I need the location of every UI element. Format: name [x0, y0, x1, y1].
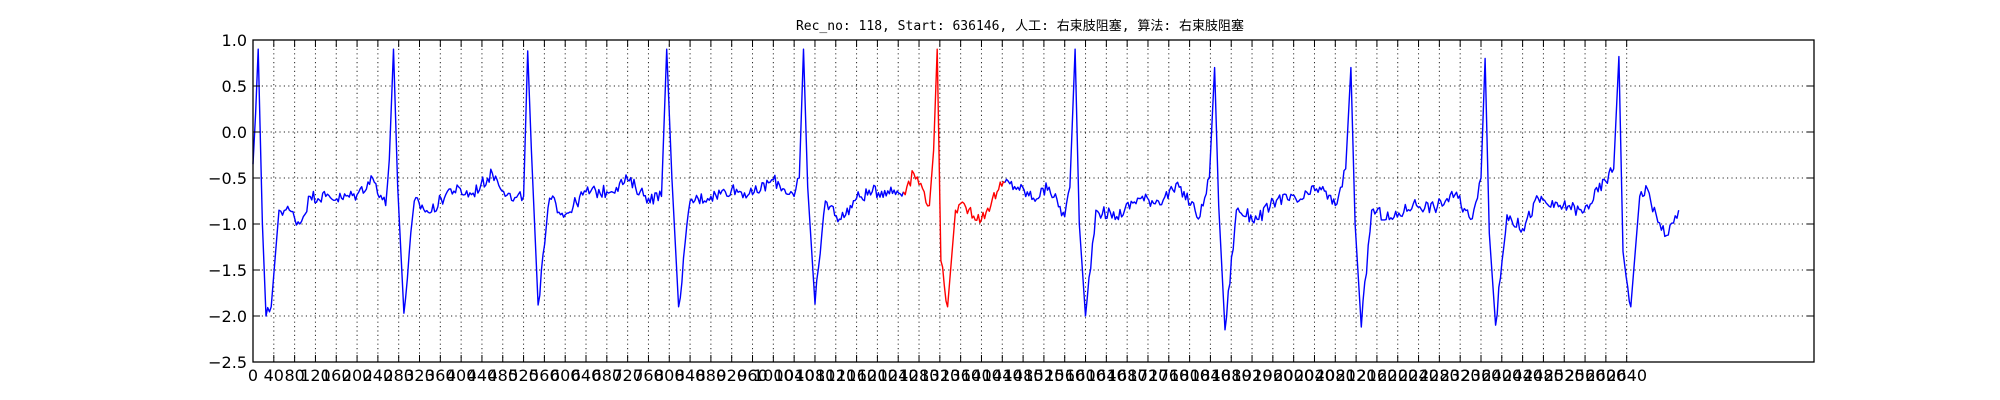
x-tick-label: 1760	[1148, 366, 1189, 385]
x-tick-label: 360	[425, 366, 456, 385]
chart-title: Rec_no: 118, Start: 636146, 人工: 右束肢阻塞, 算…	[796, 18, 1244, 34]
x-tick-label: 640	[571, 366, 602, 385]
y-tick-label: 1.0	[222, 31, 247, 50]
y-axis: 1.0 0.5 0.0 −0.5 −1.0 −1.5 −2.0 −2.5	[208, 31, 1814, 372]
x-tick-label: 2080	[1315, 366, 1356, 385]
x-tick-label: 1600	[1065, 366, 1106, 385]
y-tick-label: −2.5	[208, 353, 247, 372]
x-tick-label: 920	[716, 366, 747, 385]
series-line-0	[252, 48, 905, 317]
x-tick-label: 40	[264, 366, 284, 385]
x-tick-label: 2040	[1294, 366, 1335, 385]
x-tick-label: 560	[529, 366, 560, 385]
x-tick-label: 1200	[857, 366, 898, 385]
grid-layer	[253, 40, 1814, 362]
x-tick-label: 2160	[1357, 366, 1398, 385]
x-tick-label: 440	[467, 366, 498, 385]
y-tick-label: 0.0	[222, 123, 247, 142]
x-tick-label: 680	[592, 366, 623, 385]
x-tick-label: 2200	[1377, 366, 1418, 385]
x-tick-label: 240	[363, 366, 394, 385]
x-tick-label: 120	[300, 366, 331, 385]
x-tick-label: 2000	[1273, 366, 1314, 385]
x-tick-label: 2360	[1461, 366, 1502, 385]
x-tick-label: 2440	[1502, 366, 1543, 385]
x-tick-label: 1120	[815, 366, 856, 385]
x-tick-label: 720	[612, 366, 643, 385]
x-tick-label: 1480	[1003, 366, 1044, 385]
x-tick-label: 2560	[1565, 366, 1606, 385]
x-tick-label: 1320	[919, 366, 960, 385]
x-tick-label: 2280	[1419, 366, 1460, 385]
x-tick-label: 2480	[1523, 366, 1564, 385]
x-tick-label: 1800	[1169, 366, 1210, 385]
x-tick-label: 760	[633, 366, 664, 385]
x-tick-label: 320	[404, 366, 435, 385]
x-tick-label: 0	[248, 366, 258, 385]
x-tick-label: 200	[342, 366, 373, 385]
x-tick-label: 880	[696, 366, 727, 385]
x-tick-label: 1280	[899, 366, 940, 385]
x-tick-label: 1160	[836, 366, 877, 385]
x-tick-label: 1520	[1024, 366, 1065, 385]
x-tick-label: 1720	[1128, 366, 1169, 385]
y-tick-label: −2.0	[208, 307, 247, 326]
x-tick-label: 1560	[1044, 366, 1085, 385]
plot-frame	[252, 39, 1815, 363]
x-tick-label: 400	[446, 366, 477, 385]
series-line-2	[1004, 48, 1680, 331]
x-tick-label: 1840	[1190, 366, 1231, 385]
x-tick-label: 520	[508, 366, 539, 385]
x-tick-label: 1440	[982, 366, 1023, 385]
x-tick-label: 1400	[961, 366, 1002, 385]
x-tick-label: 2320	[1440, 366, 1481, 385]
y-tick-label: −1.0	[208, 215, 247, 234]
x-tick-label: 1000	[753, 366, 794, 385]
x-tick-label: 2120	[1336, 366, 1377, 385]
x-tick-label: 480	[487, 366, 518, 385]
y-tick-label: −0.5	[208, 169, 247, 188]
x-axis: 0 40 8012016020024028032036040044048052056…	[248, 40, 1647, 385]
x-tick-label: 1080	[795, 366, 836, 385]
x-tick-label: 2400	[1481, 366, 1522, 385]
x-tick-label: 1360	[940, 366, 981, 385]
x-tick-label: 80	[284, 366, 304, 385]
x-tick-label: 1920	[1232, 366, 1273, 385]
x-tick-label: 1880	[1211, 366, 1252, 385]
x-tick-label: 960	[737, 366, 768, 385]
x-tick-label: 600	[550, 366, 581, 385]
x-tick-label: 1640	[1086, 366, 1127, 385]
x-tick-label: 160	[321, 366, 352, 385]
series-layer	[252, 48, 1680, 331]
series-line-1	[902, 48, 1006, 308]
x-tick-label: 1040	[774, 366, 815, 385]
x-tick-label: 800	[654, 366, 685, 385]
x-tick-label: 280	[383, 366, 414, 385]
x-tick-label: 2640	[1606, 366, 1647, 385]
x-tick-label: 2240	[1398, 366, 1439, 385]
x-tick-label: 1240	[878, 366, 919, 385]
x-tick-label: 1680	[1107, 366, 1148, 385]
y-tick-label: −1.5	[208, 261, 247, 280]
x-tick-label: 2600	[1586, 366, 1627, 385]
x-tick-label: 2520	[1544, 366, 1585, 385]
y-tick-label: 0.5	[222, 77, 247, 96]
x-tick-label: 840	[675, 366, 706, 385]
x-tick-label: 1960	[1252, 366, 1293, 385]
